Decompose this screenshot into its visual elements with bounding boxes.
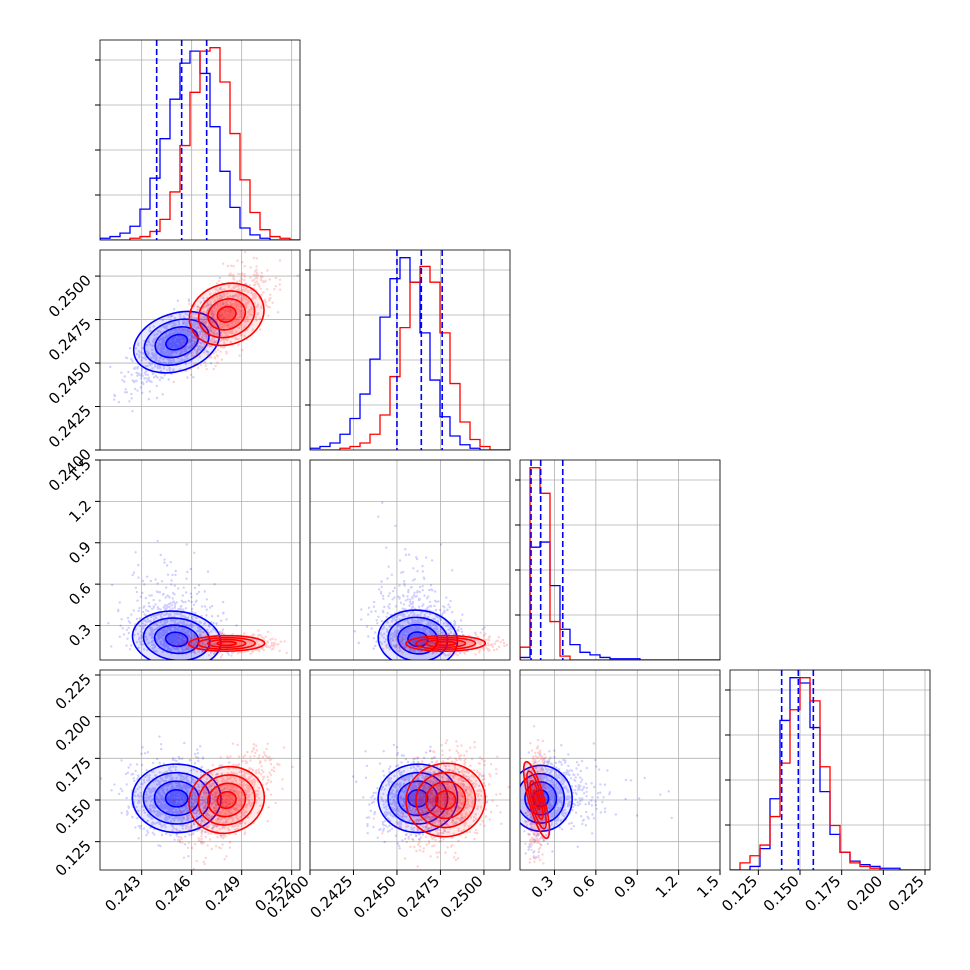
- red-contour: [532, 789, 541, 811]
- y-tick-label: 1.2: [65, 496, 95, 526]
- axes-frame: [519, 669, 721, 871]
- axes-frame: [99, 39, 301, 241]
- panel-3-1: [309, 670, 510, 870]
- red-contour: [425, 780, 467, 820]
- axes-frame: [729, 669, 931, 871]
- axes-frame: [309, 669, 511, 871]
- y-tick-label: 0.9: [65, 538, 95, 568]
- axes-frame: [99, 249, 301, 451]
- y-tick-label: 0.175: [52, 753, 95, 796]
- hist-group: [730, 677, 930, 870]
- red-points: [166, 251, 299, 384]
- y-tick-label: 0.6: [65, 579, 95, 609]
- panel-3-2: [520, 670, 721, 870]
- x-tick-label: 0.200: [843, 872, 886, 915]
- red-histogram: [520, 467, 720, 660]
- x-tick-label: 0.6: [569, 872, 599, 902]
- blue-histogram: [100, 50, 300, 240]
- red-contour: [207, 782, 247, 818]
- x-tick-label: 0.125: [718, 872, 761, 915]
- y-tick-label: 0.2425: [45, 402, 95, 452]
- red-contour: [425, 638, 467, 649]
- red-contour: [216, 305, 237, 323]
- x-tick-label: 0.2475: [393, 872, 443, 922]
- blue-contour: [142, 771, 211, 825]
- y-tick-label: 0.150: [52, 795, 95, 838]
- blue-histogram: [730, 677, 930, 870]
- red-histogram: [100, 47, 300, 240]
- red-contour: [405, 762, 487, 838]
- blue-contour: [377, 763, 459, 834]
- x-tick-label: 0.3: [528, 872, 558, 902]
- panel-1-0: [100, 250, 300, 451]
- red-contour: [434, 640, 457, 647]
- x-tick-label: 1.2: [652, 872, 682, 902]
- x-tick-label: 0.9: [610, 872, 640, 902]
- diagonal-panel-0: [95, 40, 300, 240]
- hist-group: [100, 47, 300, 240]
- blue-contour: [164, 631, 189, 648]
- y-tick-label: 0.3: [65, 621, 95, 651]
- red-contour: [522, 760, 551, 840]
- panel-content: [520, 725, 674, 865]
- blue-contour: [131, 763, 222, 834]
- blue-contour: [154, 326, 199, 359]
- red-contour: [216, 640, 237, 647]
- red-histogram: [310, 265, 510, 450]
- y-tick-label: 0.200: [52, 712, 95, 755]
- hist-group: [310, 257, 510, 450]
- panel-content: [352, 739, 510, 868]
- hist-group: [520, 467, 720, 660]
- x-tick-label: 0.225: [885, 872, 928, 915]
- y-tick-label: 0.225: [52, 670, 95, 713]
- panel-content: [100, 735, 294, 870]
- blue-contour: [407, 631, 429, 648]
- axes-frame: [519, 459, 721, 661]
- red-contour: [207, 298, 247, 331]
- blue-histogram: [310, 257, 510, 450]
- y-tick-label: 0.2450: [45, 358, 95, 408]
- x-tick-label: 0.246: [151, 872, 194, 915]
- red-contour: [415, 771, 477, 829]
- axes-frame: [309, 459, 511, 661]
- panel-content: [353, 501, 509, 660]
- diagonal-panel-2: [515, 460, 721, 660]
- axes-frame: [99, 669, 301, 871]
- blue-contour: [164, 788, 189, 808]
- diagonal-panel-1: [305, 250, 510, 450]
- x-tick-label: 0.2425: [306, 872, 356, 922]
- blue-histogram: [520, 541, 720, 660]
- y-tick-label: 0.2475: [45, 315, 95, 365]
- red-contour: [206, 638, 247, 649]
- panel-content: [107, 539, 288, 660]
- blue-contour: [132, 310, 221, 374]
- red-contour: [216, 790, 237, 810]
- diagonal-panel-3: [725, 670, 930, 870]
- red-contour: [526, 770, 548, 830]
- y-tick-label: 0.125: [52, 837, 95, 880]
- axes-frame: [99, 459, 301, 661]
- panel-3-0: [100, 670, 300, 870]
- x-tick-label: 0.2450: [350, 872, 400, 922]
- panel-2-0: [100, 459, 300, 660]
- x-tick-label: 0.2500: [437, 872, 487, 922]
- x-tick-label: 1.5: [693, 872, 723, 902]
- x-tick-label: 0.150: [760, 872, 803, 915]
- x-tick-label: 0.175: [801, 872, 844, 915]
- blue-contour: [165, 333, 189, 351]
- x-tick-label: 0.249: [201, 872, 244, 915]
- red-contour: [434, 790, 457, 810]
- axes-frame: [309, 249, 511, 451]
- red-histogram: [730, 677, 930, 870]
- x-tick-label: 0.243: [101, 872, 144, 915]
- y-tick-label: 0.2500: [45, 271, 95, 321]
- panel-2-1: [309, 459, 510, 660]
- panel-content: [109, 251, 299, 413]
